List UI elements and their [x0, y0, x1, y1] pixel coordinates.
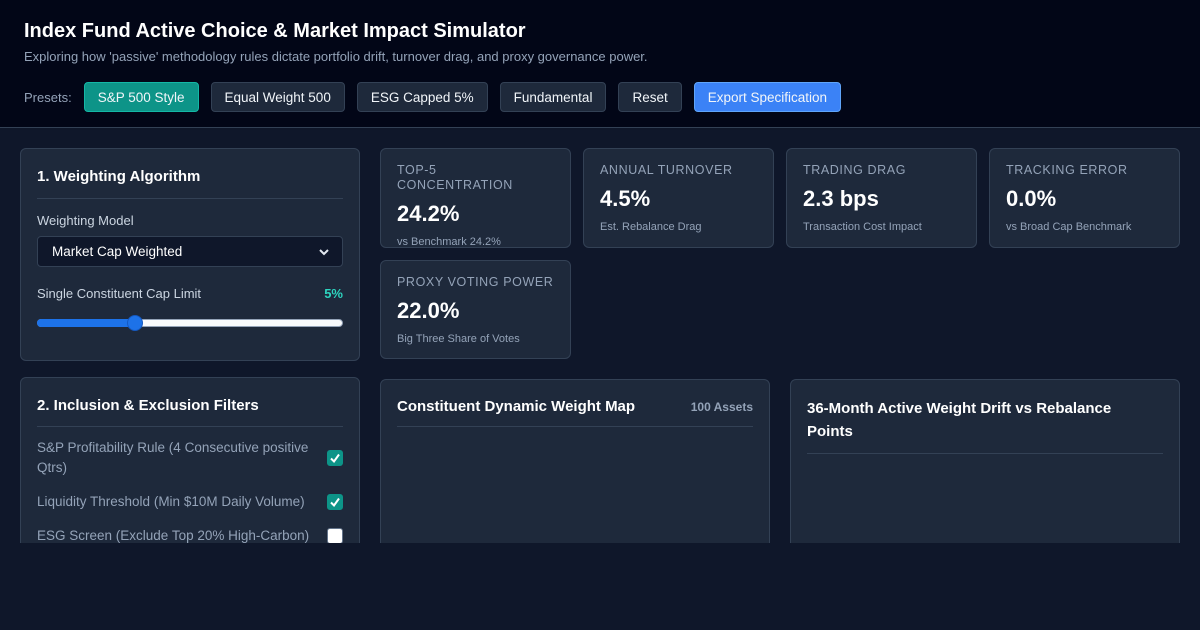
kpi-label: ANNUAL TURNOVER	[600, 163, 733, 177]
filter-liquidity-checkbox[interactable]	[327, 494, 343, 510]
kpi-value: 4.5%	[600, 186, 651, 211]
kpi-label: TOP-5 CONCENTRATION	[397, 163, 513, 192]
export-specification-button[interactable]: Export Specification	[693, 82, 842, 112]
page-subtitle: Exploring how 'passive' methodology rule…	[24, 49, 648, 64]
asset-count-badge: 100 Assets	[690, 399, 753, 414]
divider	[37, 426, 343, 427]
preset-equal-weight-button[interactable]: Equal Weight 500	[210, 82, 345, 112]
divider	[37, 198, 343, 199]
drift-title: 36-Month Active Weight Drift vs Rebalanc…	[807, 397, 1163, 443]
weighting-panel-title: 1. Weighting Algorithm	[37, 168, 201, 185]
weight-map-title: Constituent Dynamic Weight Map	[397, 398, 636, 415]
cap-limit-row: Single Constituent Cap Limit 5%	[37, 286, 343, 301]
app-header: Index Fund Active Choice & Market Impact…	[0, 0, 1200, 128]
weighting-panel: 1. Weighting Algorithm Weighting Model M…	[20, 148, 360, 361]
kpi-card-top5-concentration: TOP-5 CONCENTRATION 24.2% vs Benchmark 2…	[380, 148, 571, 248]
kpi-note: vs Benchmark 24.2%	[397, 236, 501, 248]
weighting-model-label: Weighting Model	[37, 213, 134, 228]
kpi-value: 22.0%	[397, 298, 460, 323]
cap-limit-label: Single Constituent Cap Limit	[37, 286, 202, 301]
presets-bar: Presets: S&P 500 Style Equal Weight 500 …	[24, 82, 1176, 112]
kpi-label: TRADING DRAG	[803, 163, 907, 177]
reset-button[interactable]: Reset	[618, 82, 682, 112]
filter-liquidity-row: Liquidity Threshold (Min $10M Daily Volu…	[37, 492, 343, 512]
kpi-value: 24.2%	[397, 201, 460, 226]
check-icon	[330, 453, 340, 464]
weighting-model-value: Market Cap Weighted	[52, 244, 183, 259]
weight-map-header: Constituent Dynamic Weight Map 100 Asset…	[397, 398, 753, 415]
filter-profitability-row: S&P Profitability Rule (4 Consecutive po…	[37, 438, 343, 478]
kpi-value: 0.0%	[1006, 186, 1057, 211]
kpi-card-annual-turnover: ANNUAL TURNOVER 4.5% Est. Rebalance Drag	[583, 148, 774, 248]
drift-title-line1: 36-Month Active Weight Drift vs Rebalanc…	[807, 400, 1112, 417]
drift-title-line2: Points	[807, 423, 853, 440]
filters-panel-title: 2. Inclusion & Exclusion Filters	[37, 397, 259, 414]
kpi-note: Transaction Cost Impact	[803, 221, 922, 233]
filter-label: S&P Profitability Rule (4 Consecutive po…	[37, 440, 309, 475]
cap-limit-slider[interactable]	[37, 315, 343, 331]
kpi-label: TRACKING ERROR	[1006, 163, 1128, 177]
kpi-card-trading-drag: TRADING DRAG 2.3 bps Transaction Cost Im…	[786, 148, 977, 248]
chevron-down-icon	[319, 248, 329, 255]
kpi-note: Big Three Share of Votes	[397, 333, 520, 345]
weighting-model-select[interactable]: Market Cap Weighted	[37, 236, 343, 267]
filter-esg-row: ESG Screen (Exclude Top 20% High-Carbon)	[37, 526, 343, 546]
preset-sp500-button[interactable]: S&P 500 Style	[83, 82, 199, 112]
kpi-note: vs Broad Cap Benchmark	[1006, 221, 1132, 233]
kpi-card-tracking-error: TRACKING ERROR 0.0% vs Broad Cap Benchma…	[989, 148, 1180, 248]
cap-limit-value: 5%	[324, 286, 343, 301]
filter-profitability-checkbox[interactable]	[327, 450, 343, 466]
divider	[807, 453, 1163, 454]
kpi-note: Est. Rebalance Drag	[600, 221, 702, 233]
filter-label: ESG Screen (Exclude Top 20% High-Carbon)	[37, 528, 310, 543]
page-title: Index Fund Active Choice & Market Impact…	[24, 20, 526, 42]
presets-label: Presets:	[24, 89, 72, 105]
preset-esg-capped-button[interactable]: ESG Capped 5%	[356, 82, 488, 112]
divider	[397, 426, 753, 427]
preset-fundamental-button[interactable]: Fundamental	[499, 82, 607, 112]
slider-thumb[interactable]	[127, 315, 143, 331]
kpi-label: PROXY VOTING POWER	[397, 275, 554, 289]
viewport-bottom	[0, 543, 1200, 630]
kpi-card-proxy-voting-power: PROXY VOTING POWER 22.0% Big Three Share…	[380, 260, 571, 359]
check-icon	[330, 497, 340, 508]
filter-label: Liquidity Threshold (Min $10M Daily Volu…	[37, 494, 305, 509]
filter-esg-checkbox[interactable]	[327, 528, 343, 544]
kpi-value: 2.3 bps	[803, 186, 879, 211]
slider-fill	[37, 319, 135, 327]
